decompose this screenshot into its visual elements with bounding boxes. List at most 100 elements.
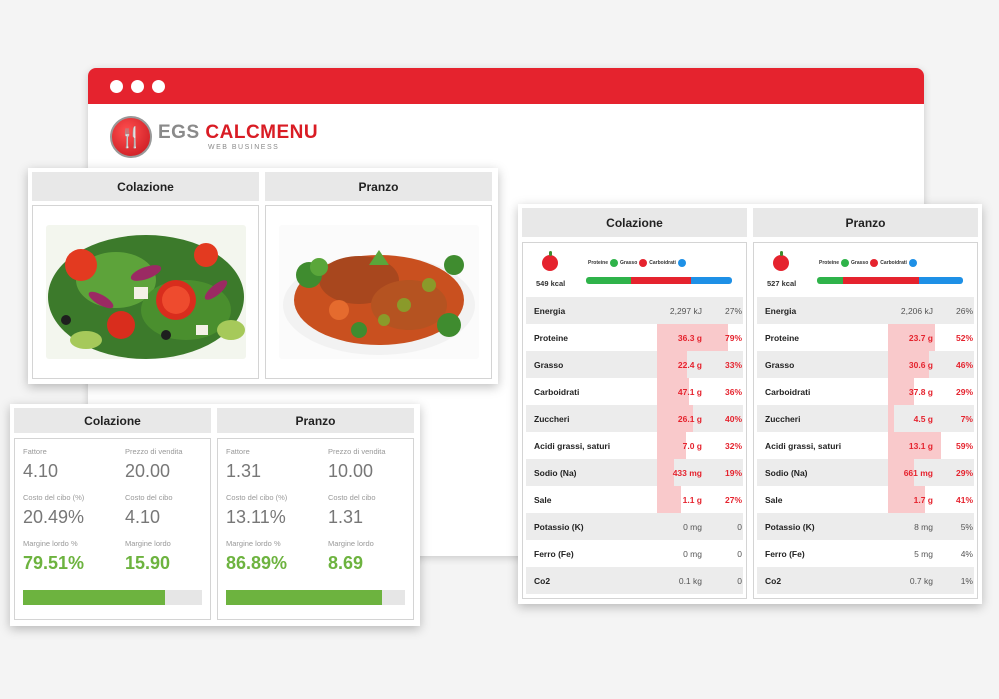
nutrient-name: Ferro (Fe) bbox=[765, 548, 805, 559]
lunch-header: Pranzo bbox=[753, 208, 978, 237]
nutrient-row: Potassio (K) 0 mg 0 bbox=[526, 513, 743, 540]
macro-fat-segment bbox=[843, 277, 920, 284]
nutrient-amount: 36.3 g bbox=[677, 332, 702, 343]
nutrient-level-bar bbox=[657, 351, 687, 378]
macro-split-bar bbox=[586, 277, 732, 284]
nutrient-row: Co2 0.1 kg 0 bbox=[526, 567, 743, 594]
legend-protein-label: Proteine bbox=[819, 260, 840, 266]
nutrient-name: Sale bbox=[534, 494, 552, 505]
window-dot-icon[interactable] bbox=[152, 79, 165, 93]
nutrient-percent: 7% bbox=[960, 413, 973, 424]
salad-image bbox=[45, 225, 246, 359]
gross-margin-label: Margine lordo bbox=[125, 539, 171, 548]
nutrient-amount: 22.4 g bbox=[677, 359, 702, 370]
lunch-image-box[interactable] bbox=[265, 205, 492, 379]
nutrient-amount: 0 mg bbox=[683, 521, 702, 532]
nutrient-percent: 19% bbox=[724, 467, 742, 478]
nutrient-amount: 2,206 kJ bbox=[900, 305, 933, 316]
protein-dot-icon bbox=[841, 259, 850, 267]
gross-margin-label: Margine lordo bbox=[328, 539, 374, 548]
breakfast-header: Colazione bbox=[32, 172, 259, 201]
sale-price-label: Prezzo di vendita bbox=[328, 447, 386, 456]
margin-progress-bar bbox=[23, 590, 202, 605]
breakfast-pricing: Fattore Prezzo di vendita 4.10 20.00 Cos… bbox=[14, 438, 211, 620]
factor-label: Fattore bbox=[226, 447, 250, 456]
nutrient-name: Proteine bbox=[534, 332, 569, 343]
nutrient-name: Co2 bbox=[534, 575, 551, 586]
apple-icon bbox=[773, 251, 789, 271]
nutrient-row: Sodio (Na) 661 mg 29% bbox=[757, 459, 974, 486]
nutrient-level-bar bbox=[657, 405, 693, 432]
nutrient-amount: 0.7 kg bbox=[909, 575, 933, 586]
logo-text-right: CALCMENU bbox=[205, 122, 319, 143]
legend-protein-label: Proteine bbox=[588, 260, 609, 266]
macro-fat-segment bbox=[631, 277, 692, 284]
nutrient-percent: 32% bbox=[724, 440, 742, 451]
nutrient-row: Sodio (Na) 433 mg 19% bbox=[526, 459, 743, 486]
gross-margin-value: 15.90 bbox=[125, 553, 171, 573]
nutrient-percent: 5% bbox=[960, 521, 973, 532]
nutrient-amount: 13.1 g bbox=[908, 440, 933, 451]
nutrient-percent: 0 bbox=[737, 521, 742, 532]
nutrient-percent: 52% bbox=[955, 332, 973, 343]
nutrient-amount: 661 mg bbox=[903, 467, 933, 478]
kcal-value: 549 kcal bbox=[536, 279, 566, 288]
macro-protein-segment bbox=[586, 277, 632, 284]
macro-carbs-segment bbox=[919, 277, 963, 284]
nutrient-amount: 26.1 g bbox=[677, 413, 702, 424]
lunch-pricing: Fattore Prezzo di vendita 1.31 10.00 Cos… bbox=[217, 438, 414, 620]
meal-images-panel: Colazione Pranzo bbox=[28, 168, 498, 384]
margin-progress-fill bbox=[226, 590, 382, 605]
nutrient-amount: 8 mg bbox=[914, 521, 933, 532]
nutrient-row: Potassio (K) 8 mg 5% bbox=[757, 513, 974, 540]
nutrient-name: Grasso bbox=[765, 359, 795, 370]
nutrient-level-bar bbox=[657, 378, 689, 405]
nutrient-amount: 47.1 g bbox=[677, 386, 702, 397]
nutrient-row: Carboidrati 47.1 g 36% bbox=[526, 378, 743, 405]
carbs-dot-icon bbox=[677, 259, 686, 267]
nutrient-row: Grasso 30.6 g 46% bbox=[757, 351, 974, 378]
browser-titlebar bbox=[88, 68, 924, 104]
nutrient-level-bar bbox=[657, 486, 681, 513]
food-cost-label: Costo del cibo bbox=[328, 493, 376, 502]
nutrient-row: Co2 0.7 kg 1% bbox=[757, 567, 974, 594]
fat-dot-icon bbox=[870, 259, 879, 267]
breakfast-header: Colazione bbox=[14, 408, 211, 433]
window-dot-icon[interactable] bbox=[131, 79, 144, 93]
apple-icon bbox=[542, 251, 558, 271]
carbs-dot-icon bbox=[908, 259, 917, 267]
sale-price-value: 10.00 bbox=[328, 461, 374, 481]
nutrient-row: Sale 1.1 g 27% bbox=[526, 486, 743, 513]
nutrient-name: Proteine bbox=[765, 332, 800, 343]
nutrient-name: Grasso bbox=[534, 359, 564, 370]
nutrient-amount: 433 mg bbox=[672, 467, 702, 478]
macro-split-bar bbox=[817, 277, 963, 284]
breakfast-image-box[interactable] bbox=[32, 205, 259, 379]
breakfast-header: Colazione bbox=[522, 208, 747, 237]
nutrient-row: Zuccheri 26.1 g 40% bbox=[526, 405, 743, 432]
food-cost-pct-value: 20.49% bbox=[23, 507, 85, 527]
nutrient-name: Acidi grassi, saturi bbox=[534, 440, 611, 451]
window-dot-icon[interactable] bbox=[110, 79, 123, 93]
nutrient-amount: 2,297 kJ bbox=[669, 305, 702, 316]
nutrient-row: Proteine 23.7 g 52% bbox=[757, 324, 974, 351]
nutrient-name: Co2 bbox=[765, 575, 782, 586]
breakfast-nutrition: 549 kcal Proteine Grasso Carboidrati Ene… bbox=[522, 242, 747, 599]
gross-margin-pct-value: 79.51% bbox=[23, 553, 85, 573]
sale-price-label: Prezzo di vendita bbox=[125, 447, 183, 456]
nutrient-amount: 1.1 g bbox=[682, 494, 702, 505]
kcal-value: 527 kcal bbox=[767, 279, 797, 288]
nutrient-row: Ferro (Fe) 0 mg 0 bbox=[526, 540, 743, 567]
legend-carbs-label: Carboidrati bbox=[649, 260, 676, 266]
nutrient-percent: 29% bbox=[955, 467, 973, 478]
protein-dot-icon bbox=[610, 259, 619, 267]
gross-margin-pct-label: Margine lordo % bbox=[226, 539, 281, 548]
factor-value: 1.31 bbox=[226, 461, 262, 481]
nutrient-percent: 46% bbox=[955, 359, 973, 370]
nutrient-amount: 23.7 g bbox=[908, 332, 933, 343]
nutrient-name: Carboidrati bbox=[765, 386, 811, 397]
nutrient-row: Ferro (Fe) 5 mg 4% bbox=[757, 540, 974, 567]
nutrient-name: Carboidrati bbox=[534, 386, 580, 397]
gross-margin-pct-label: Margine lordo % bbox=[23, 539, 78, 548]
nutrient-amount: 30.6 g bbox=[908, 359, 933, 370]
